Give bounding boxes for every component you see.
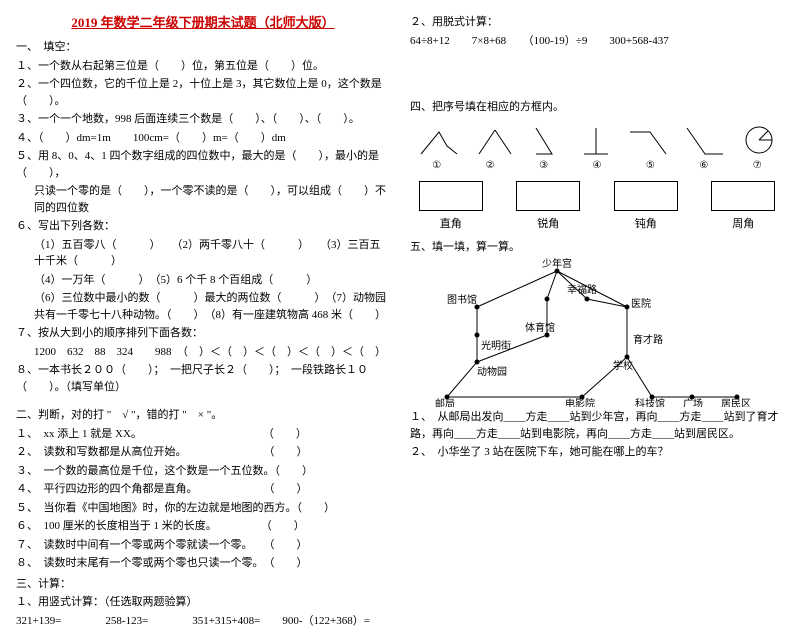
j5: ５、 当你看《中国地图》时，你的左边就是地图的西方。（ ） <box>16 500 390 517</box>
q7: ７、按从大到小的顺序排列下面各数： <box>16 325 390 342</box>
j4: ４、 平行四边形的四个角都是直角。 （ ） <box>16 481 390 498</box>
j1: １、 xx 添上 1 就是 XX。 （ ） <box>16 426 390 443</box>
map-label: 光明街 <box>481 339 511 352</box>
angle-category-boxes: 直角 锐角 钝角 周角 <box>410 181 784 231</box>
q6c: （6）三位数中最小的数（ ）最大的两位数（ ） （7）动物园共有一千零七十八种动… <box>16 290 390 323</box>
full-angle-box <box>711 181 775 211</box>
q6: ６、写出下列各数： <box>16 218 390 235</box>
q7a: 1200 632 88 324 988 （ ）＜（ ）＜（ ）＜（ ）＜（ ） <box>16 344 390 361</box>
map-label: 科技馆 <box>635 397 665 407</box>
section-4-heading: 四、把序号填在相应的方框内。 <box>410 99 784 116</box>
map-label: 动物园 <box>477 365 507 378</box>
shape-3-icon <box>534 126 564 156</box>
right-angle-label: 直角 <box>440 218 462 230</box>
obtuse-angle-label: 钝角 <box>635 218 657 230</box>
acute-angle-label: 锐角 <box>537 218 559 230</box>
map-label: 邮局 <box>435 397 455 407</box>
map-label: 医院 <box>631 297 651 310</box>
shape-7-icon <box>743 124 775 156</box>
section-1-heading: 一、 填空： <box>16 39 390 56</box>
map-label: 少年宫 <box>542 257 572 270</box>
q5b: 只读一个零的是（ ），一个零不读的是（ ），可以组成（ ）不同的四位数 <box>16 183 390 216</box>
q3: ３、一个一个地数，998 后面连续三个数是（ ）、（ ）、（ ）。 <box>16 111 390 128</box>
j8: ８、 读数时末尾有一个零或两个零也只读一个零。 （ ） <box>16 555 390 572</box>
map-label: 幸福路 <box>567 283 597 296</box>
j7: ７、 读数时中间有一个零或两个零就读一个零。 （ ） <box>16 537 390 554</box>
q2: ２、一个四位数，它的千位上是 2，十位上是 3，其它数位上是 0，这个数是（ ）… <box>16 76 390 109</box>
right-angle-box <box>419 181 483 211</box>
q4: ４、（ ）dm=1m 100cm=（ ）m=（ ）dm <box>16 130 390 147</box>
map-label: 居民区 <box>721 398 751 407</box>
j3: ３、 一个数的最高位是千位，这个数是一个五位数。（ ） <box>16 463 390 480</box>
c1: １、用竖式计算：（任选取两题验算） <box>16 594 390 611</box>
q8: ８、一本书长２００（ ）； 一把尺子长２（ ）； 一段铁路长１０（ ）。（填写单… <box>16 362 390 395</box>
c2a: 64÷8+12 7×8+68 （100-19）÷9 300+568-437 <box>410 33 784 50</box>
shape-2-icon <box>477 126 517 156</box>
section-2-heading: 二、判断，对的打 " √ "，错的打 " × "。 <box>16 407 390 424</box>
map-diagram: 少年宫 图书馆 幸福路 医院 体育馆 光明街 育才路 动物园 学校 邮局 电影院… <box>417 257 777 407</box>
q6b: （4）一万年（ ） （5）6 个千 8 个百组成（ ） <box>16 272 390 289</box>
q6a: （1）五百零八（ ） （2）两千零八十（ ） （3）三百五十千米（ ） <box>16 237 390 270</box>
map-label: 图书馆 <box>447 293 477 306</box>
section-3-heading: 三、计算： <box>16 576 390 593</box>
m2: ２、 小华坐了 3 站在医院下车，她可能在哪上的车？ <box>410 444 784 461</box>
shape-1-icon <box>419 126 459 156</box>
obtuse-angle-box <box>614 181 678 211</box>
m1: １、 从邮局出发向____方走____站到少年宫，再向____方走____站到了… <box>410 409 784 442</box>
shape-numbers: ①②③④⑤⑥⑦ <box>410 160 784 171</box>
full-angle-label: 周角 <box>732 218 754 230</box>
shape-4-icon <box>582 126 610 156</box>
section-5-heading: 五、填一填，算一算。 <box>410 239 784 256</box>
c1a: 321+139= 258-123= 351+315+408= 900-（122+… <box>16 613 390 630</box>
map-label: 广场 <box>683 397 703 407</box>
page-title: 2019 年数学二年级下册期末试题（北师大版） <box>16 12 390 31</box>
c2: ２、用脱式计算： <box>410 14 784 31</box>
map-label: 学校 <box>613 359 633 372</box>
shape-5-icon <box>628 126 668 156</box>
q5: ５、用 8、0、4、1 四个数字组成的四位数中，最大的是（ ），最小的是（ ）， <box>16 148 390 181</box>
shape-6-icon <box>685 126 725 156</box>
map-label: 电影院 <box>565 397 595 407</box>
acute-angle-box <box>516 181 580 211</box>
map-label: 体育馆 <box>525 321 555 334</box>
angle-shapes-row <box>410 124 784 156</box>
j6: ６、 100 厘米的长度相当于 1 米的长度。 （ ） <box>16 518 390 535</box>
map-label: 育才路 <box>633 333 663 346</box>
q1: １、一个数从右起第三位是（ ）位，第五位是（ ）位。 <box>16 58 390 75</box>
j2: ２、 读数和写数都是从高位开始。 （ ） <box>16 444 390 461</box>
